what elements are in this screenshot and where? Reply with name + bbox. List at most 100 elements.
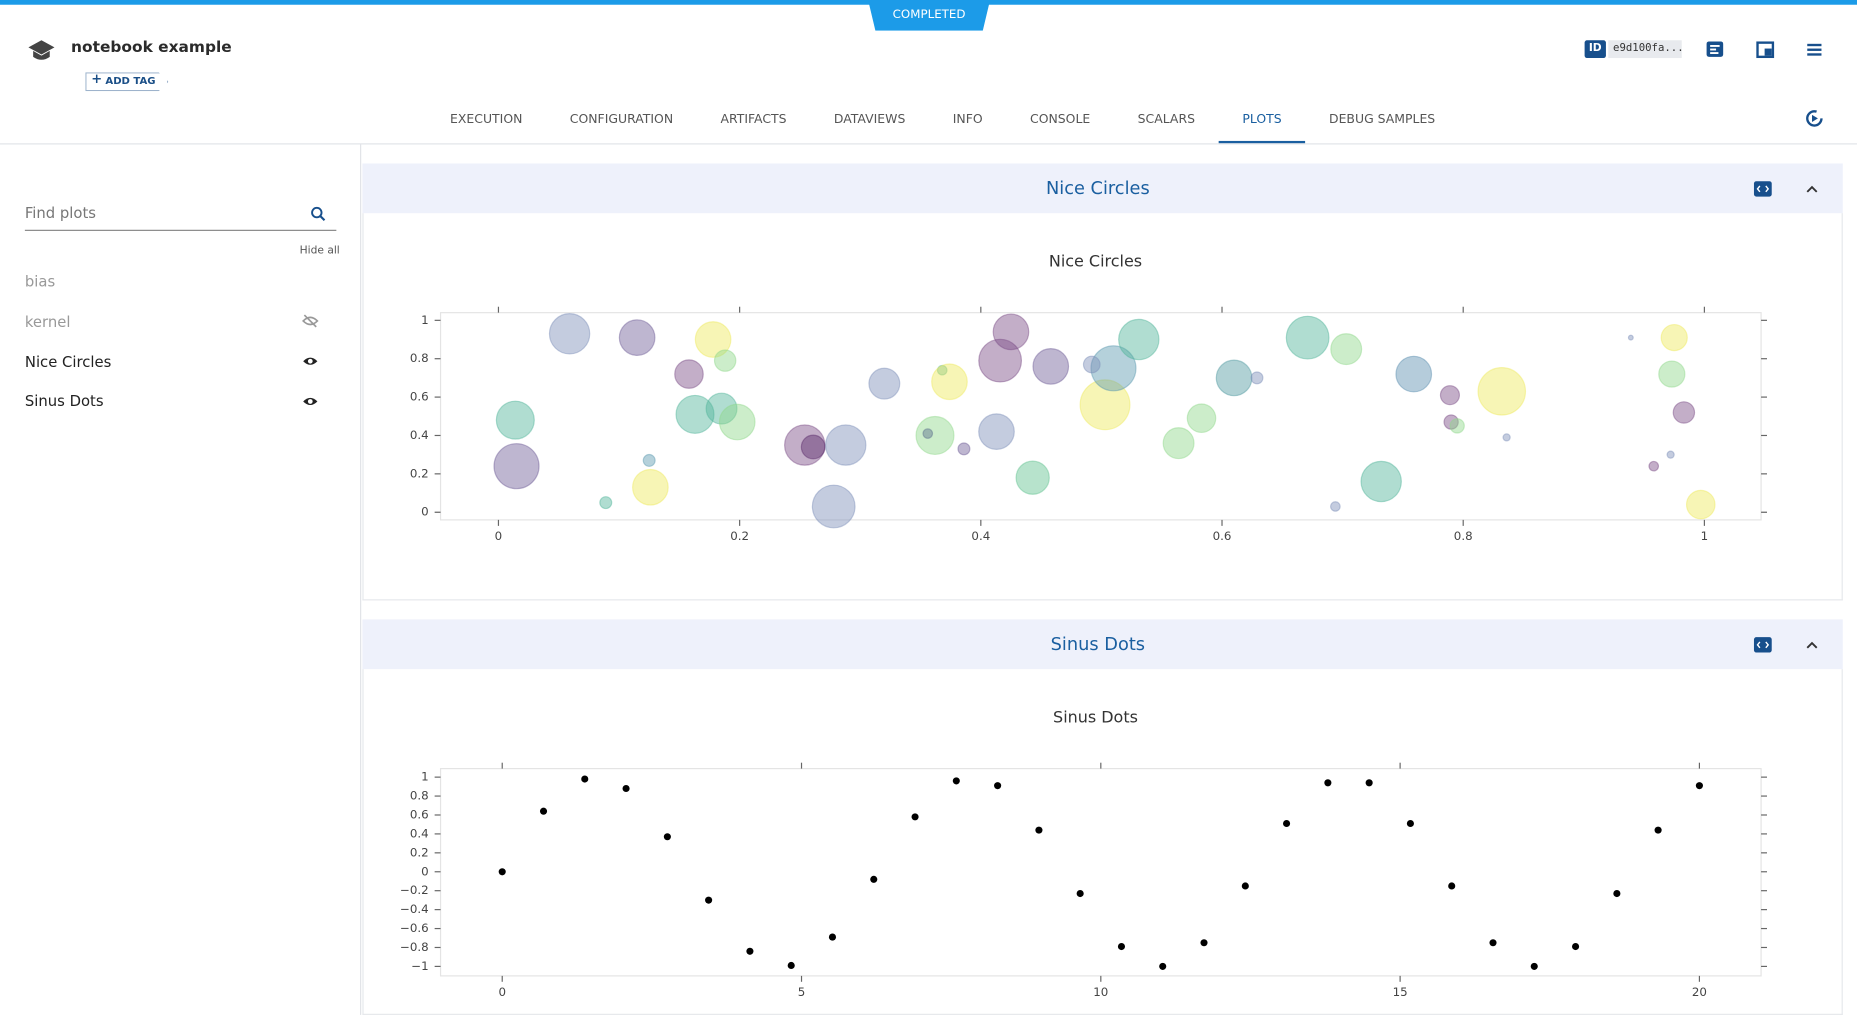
bubble: [1082, 355, 1101, 374]
panel-title: Sinus Dots: [1050, 633, 1146, 655]
tab[interactable]: DEBUG SAMPLES: [1328, 112, 1436, 127]
hide-all-button[interactable]: Hide all: [299, 245, 340, 257]
bubble: [1685, 489, 1716, 520]
tab-bar: EXECUTION CONFIGURATION ARTIFACTS DATAVIEWS…: [426, 109, 1459, 144]
x-tick-label: 5: [798, 985, 806, 999]
x-tick-label: 0.8: [1454, 529, 1473, 543]
bubble: [1090, 345, 1137, 392]
id-value[interactable]: e9d100fa...: [1608, 40, 1684, 59]
panel-header[interactable]: Sinus Dots: [362, 619, 1843, 670]
tab[interactable]: PLOTS: [1218, 109, 1306, 144]
dot: [787, 961, 795, 970]
status-badge: COMPLETED: [868, 0, 991, 31]
plot-item[interactable]: bias: [24, 272, 56, 291]
dot: [539, 807, 548, 815]
bubble: [784, 424, 826, 466]
plot-frame: [439, 768, 1762, 977]
y-tick-label: 0.2: [410, 466, 429, 480]
dot: [1159, 962, 1167, 970]
y-tick-label: 0.4: [410, 826, 429, 840]
bubble: [1648, 460, 1660, 472]
task-icon: [28, 40, 55, 60]
bubble: [705, 392, 738, 425]
bubble: [1449, 418, 1465, 434]
header-icons[interactable]: [1705, 40, 1823, 59]
y-tick-label: 1: [421, 770, 429, 784]
bubble: [1658, 360, 1686, 388]
bubble: [674, 359, 704, 389]
y-tick-label: 1: [421, 313, 429, 327]
bubble: [1285, 315, 1330, 360]
bubble: [642, 453, 656, 467]
dot: [581, 775, 589, 783]
panel-header[interactable]: Nice Circles: [362, 163, 1843, 214]
chart-title: Sinus Dots: [1053, 707, 1138, 726]
tab[interactable]: ARTIFACTS: [720, 112, 787, 127]
dot: [498, 868, 506, 876]
tab[interactable]: EXECUTION: [450, 112, 523, 127]
tab[interactable]: SCALARS: [1137, 112, 1195, 127]
bubble: [825, 424, 867, 466]
dot: [1076, 889, 1084, 898]
bubble: [694, 321, 732, 358]
bubble: [1666, 450, 1675, 459]
dot: [911, 813, 919, 821]
bubble: [978, 413, 1015, 450]
bubble: [675, 394, 715, 434]
panel-title: Nice Circles: [1045, 177, 1150, 199]
panel-body: [362, 213, 1843, 601]
x-tick-label: 1: [1701, 529, 1709, 543]
bubble: [718, 403, 756, 441]
x-tick-label: 20: [1692, 985, 1707, 999]
bubble: [868, 367, 901, 400]
task-title: notebook example: [71, 39, 232, 57]
x-tick-label: 0: [495, 529, 503, 543]
tab[interactable]: DATAVIEWS: [833, 112, 906, 127]
bubble: [1672, 401, 1696, 424]
dot: [746, 947, 754, 955]
y-tick-label: 0.4: [410, 428, 429, 442]
refresh-icon[interactable]: [1805, 109, 1824, 128]
bubble: [632, 468, 669, 506]
bubble: [931, 363, 968, 401]
bubble: [1360, 460, 1402, 503]
plot-item[interactable]: Nice Circles: [24, 352, 112, 371]
bubble: [1186, 403, 1217, 434]
dot: [663, 833, 671, 841]
bubble: [1439, 385, 1461, 406]
bubble: [1477, 367, 1527, 416]
bubble: [992, 313, 1030, 351]
tab[interactable]: CONSOLE: [1030, 112, 1091, 127]
bubble: [1330, 501, 1341, 512]
search-input[interactable]: Find plots: [24, 203, 97, 222]
bubble: [936, 364, 948, 376]
plot-item[interactable]: kernel: [24, 312, 71, 331]
bubble: [548, 313, 591, 355]
bubble: [957, 442, 971, 456]
panel-controls[interactable]: [1753, 179, 1824, 653]
bubble: [1627, 334, 1634, 341]
search-icon[interactable]: [310, 206, 326, 222]
bubble: [1660, 323, 1688, 352]
plus-icon: +: [91, 71, 103, 87]
bubble: [1079, 379, 1131, 431]
bubble: [495, 400, 535, 440]
dot: [1365, 779, 1373, 787]
add-tag-button[interactable]: ADD TAG: [85, 72, 169, 92]
dot: [1572, 942, 1580, 951]
y-tick-label: −1: [411, 959, 428, 973]
divider: [0, 143, 1857, 145]
dot: [1035, 826, 1043, 834]
x-tick-label: 10: [1093, 985, 1108, 999]
plot-item[interactable]: Sinus Dots: [24, 392, 104, 410]
tab[interactable]: INFO: [952, 112, 983, 127]
visibility-icons[interactable]: [301, 313, 320, 412]
x-tick-label: 15: [1393, 985, 1408, 999]
dot: [1448, 882, 1456, 890]
bubble: [1250, 371, 1264, 385]
bubble: [1395, 355, 1433, 393]
tab[interactable]: CONFIGURATION: [569, 112, 674, 127]
dot: [1283, 819, 1291, 828]
dot: [1406, 819, 1414, 828]
